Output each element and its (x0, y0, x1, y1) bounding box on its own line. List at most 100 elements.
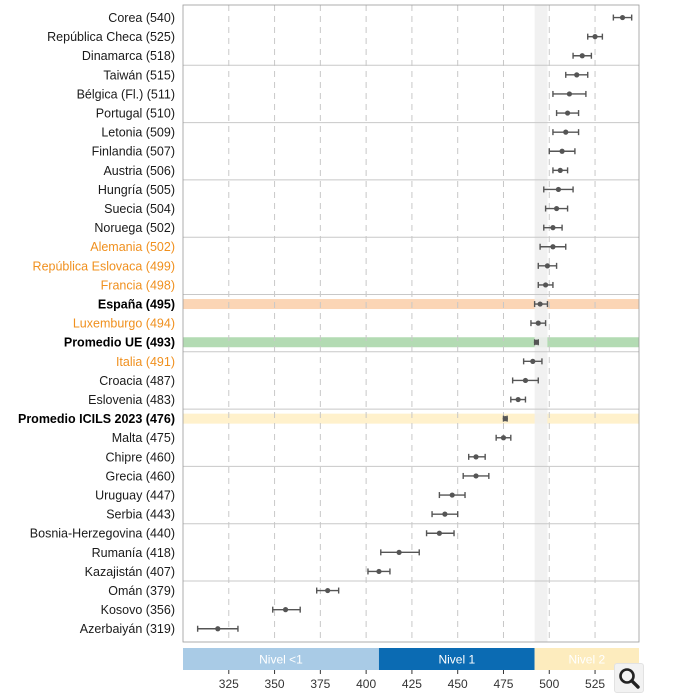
data-point (579, 53, 585, 59)
background-layer (183, 5, 639, 642)
data-point (442, 511, 448, 517)
data-point-group (431, 511, 459, 518)
highlight-row (183, 337, 639, 348)
data-point-group (533, 339, 540, 346)
data-point-group (539, 243, 567, 250)
data-point-group (367, 568, 391, 575)
plot-panel-border (182, 4, 640, 643)
data-point (533, 339, 540, 345)
data-point (557, 167, 563, 173)
country-label: España (495) (98, 297, 175, 311)
error-bar-layer (196, 14, 633, 632)
country-label: Hungría (505) (98, 183, 175, 197)
country-label: República Eslovaca (499) (33, 259, 175, 273)
level-band (534, 648, 639, 670)
data-point (559, 148, 565, 154)
data-point (473, 473, 479, 479)
data-point (436, 530, 442, 536)
country-label: Finlandia (507) (92, 145, 175, 159)
data-point-group (380, 549, 420, 556)
country-label-layer: Corea (540) República Checa (525) Dinamarc… (18, 11, 175, 636)
data-point (592, 34, 598, 40)
data-point-group (510, 396, 527, 403)
data-point (555, 186, 562, 193)
country-label: Promedio UE (493) (64, 336, 175, 350)
highlight-row (183, 413, 639, 424)
level-band-label: Nivel <1 (259, 652, 303, 666)
level-band-label: Nivel 1 (438, 652, 475, 666)
country-label: Omán (379) (108, 584, 175, 598)
data-point (325, 587, 331, 594)
country-label: Taiwán (515) (103, 68, 175, 82)
data-point-group (555, 110, 580, 117)
data-point (535, 320, 541, 326)
level-band-layer: Nivel <1 Nivel 1 Nivel 2 (183, 648, 639, 670)
data-point (553, 205, 560, 212)
data-point (574, 72, 580, 78)
data-point (537, 301, 543, 307)
grid-layer (228, 5, 596, 642)
data-point (563, 129, 569, 135)
x-tick-label: 375 (310, 677, 330, 691)
country-label: Bosnia-Herzegovina (440) (30, 527, 175, 541)
data-point-group (315, 587, 340, 594)
data-point-group (495, 434, 512, 441)
data-point-group (552, 167, 569, 174)
data-point-group (462, 472, 490, 479)
data-point-group (543, 186, 574, 193)
data-point (550, 225, 556, 231)
zoom-button[interactable] (614, 663, 644, 693)
data-point-group (533, 301, 549, 308)
data-point-group (552, 90, 587, 97)
level-band-label: Nivel 2 (568, 652, 605, 666)
data-point-group (502, 415, 508, 422)
data-point-group (196, 625, 239, 632)
data-point-group (537, 281, 554, 288)
separator-layer (183, 64, 639, 582)
data-point-group (522, 358, 543, 365)
data-point (376, 568, 382, 575)
country-label: Austria (506) (103, 164, 175, 178)
country-label: Italia (491) (116, 355, 175, 369)
x-tick-label: 400 (356, 677, 376, 691)
country-label: Kazajistán (407) (85, 565, 175, 579)
level-band (378, 648, 535, 670)
country-label: Rumanía (418) (92, 546, 175, 560)
x-tick-label: 325 (219, 677, 239, 691)
data-point (396, 549, 402, 555)
data-point-group (511, 377, 539, 384)
country-label: Chipre (460) (106, 450, 175, 464)
x-tick-layer: 325 350 375 400 425 450 475 500 525 (219, 670, 605, 691)
country-label: República Checa (525) (47, 30, 175, 44)
data-point (619, 14, 626, 21)
x-tick-label: 350 (265, 677, 285, 691)
data-point-group (612, 14, 633, 21)
country-label: Kosovo (356) (101, 603, 175, 617)
magnifier-icon (619, 668, 640, 689)
x-tick-label: 450 (448, 677, 468, 691)
highlight-row (183, 299, 639, 310)
data-point-group (438, 492, 466, 499)
data-point-group (425, 530, 455, 537)
x-tick-label: 425 (402, 677, 422, 691)
country-label: Promedio ICILS 2023 (476) (18, 412, 175, 426)
country-label: Alemania (502) (90, 240, 175, 254)
data-point (515, 396, 521, 403)
country-label: Portugal (510) (96, 106, 175, 120)
data-point (544, 263, 551, 269)
country-label: Malta (475) (112, 431, 175, 445)
data-point-group (272, 606, 301, 613)
country-label: Francia (498) (101, 278, 175, 292)
data-point-group (565, 71, 589, 78)
data-point (550, 244, 556, 250)
data-point-group (548, 148, 576, 155)
data-point-group (530, 320, 547, 327)
data-point (564, 110, 571, 116)
country-label: Dinamarca (518) (82, 49, 175, 63)
x-tick-label: 475 (493, 677, 513, 691)
country-label: Letonia (509) (101, 126, 175, 140)
level-band (183, 648, 379, 670)
country-label: Bélgica (Fl.) (511) (77, 87, 175, 101)
data-point-group (572, 52, 593, 59)
